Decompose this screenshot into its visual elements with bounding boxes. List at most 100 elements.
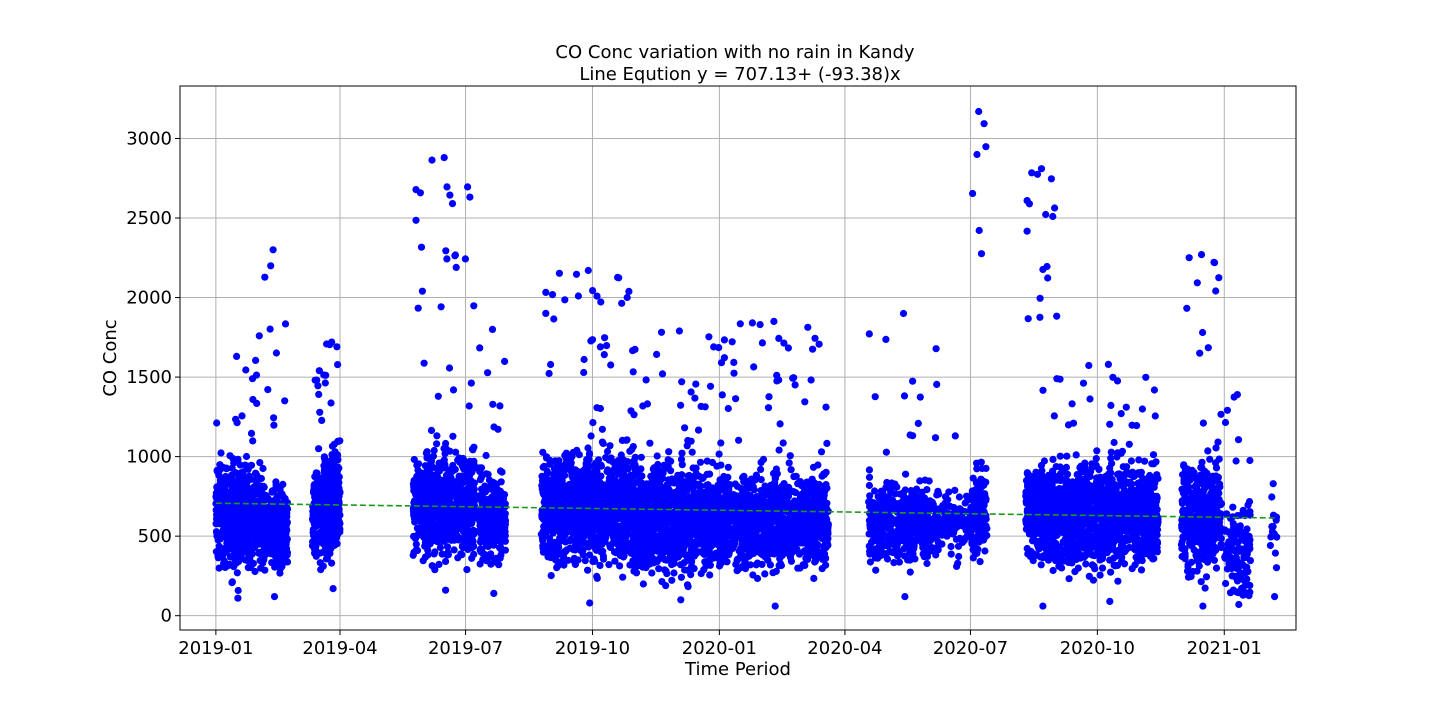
data-point xyxy=(736,320,744,328)
data-point xyxy=(433,470,441,478)
data-point xyxy=(262,524,270,532)
data-point xyxy=(569,516,577,524)
data-point xyxy=(658,370,667,378)
data-point xyxy=(593,467,601,475)
data-point xyxy=(484,369,492,377)
data-point xyxy=(477,512,485,520)
data-point xyxy=(706,554,714,563)
data-point xyxy=(264,506,273,514)
data-point xyxy=(697,402,705,410)
data-point xyxy=(274,539,282,547)
data-point xyxy=(678,461,686,469)
data-point xyxy=(607,361,615,369)
data-point xyxy=(606,519,614,527)
data-point xyxy=(689,464,697,472)
data-point xyxy=(678,536,686,544)
data-point xyxy=(584,456,593,464)
data-point xyxy=(596,506,604,514)
data-point xyxy=(574,532,582,540)
data-point xyxy=(574,292,583,300)
data-point xyxy=(270,421,278,429)
data-point xyxy=(255,499,263,507)
data-point xyxy=(274,545,282,554)
data-point xyxy=(575,496,583,504)
data-point xyxy=(449,432,457,440)
data-point-max xyxy=(488,325,497,333)
data-point xyxy=(822,403,830,411)
data-point xyxy=(631,552,639,560)
data-point xyxy=(683,514,692,522)
data-point xyxy=(259,464,267,473)
data-point xyxy=(672,504,681,512)
data-point xyxy=(235,555,243,564)
data-point-min xyxy=(234,594,242,602)
data-point xyxy=(433,464,441,472)
data-point xyxy=(449,386,458,394)
data-point xyxy=(439,483,447,491)
data-point xyxy=(646,439,654,447)
data-point xyxy=(687,437,695,445)
data-point-max xyxy=(269,246,277,254)
data-point xyxy=(234,518,242,526)
data-point xyxy=(260,533,268,542)
data-point xyxy=(450,546,458,554)
data-point xyxy=(310,518,318,527)
data-point xyxy=(632,511,641,519)
data-point xyxy=(554,539,563,548)
data-point xyxy=(551,523,559,531)
data-point xyxy=(814,461,822,469)
data-point xyxy=(541,489,550,497)
data-point xyxy=(233,419,241,427)
data-point xyxy=(217,449,225,457)
data-point xyxy=(429,499,437,507)
data-point xyxy=(555,548,563,556)
data-point xyxy=(597,298,605,306)
data-point xyxy=(706,571,714,579)
data-point xyxy=(577,485,585,494)
data-point xyxy=(494,516,502,524)
data-point xyxy=(433,440,441,448)
data-point xyxy=(718,391,726,399)
data-point xyxy=(333,464,341,472)
data-point xyxy=(476,521,484,530)
data-point xyxy=(670,569,678,577)
data-point xyxy=(427,426,436,434)
data-point xyxy=(423,468,431,476)
data-point xyxy=(603,342,611,350)
data-point xyxy=(470,302,478,310)
data-point xyxy=(692,380,700,388)
data-point xyxy=(488,485,496,493)
data-point xyxy=(674,471,682,479)
data-point xyxy=(327,399,335,407)
data-point xyxy=(213,419,221,427)
data-point xyxy=(430,446,438,455)
data-point xyxy=(606,488,614,496)
data-point xyxy=(678,449,686,457)
data-point xyxy=(600,351,608,359)
data-point xyxy=(662,567,670,575)
data-point xyxy=(664,463,672,471)
data-point xyxy=(623,492,631,500)
data-point xyxy=(699,525,707,533)
data-point xyxy=(216,461,224,469)
data-point xyxy=(242,452,251,461)
data-point xyxy=(412,540,420,548)
data-point xyxy=(687,388,695,396)
data-point xyxy=(818,565,826,573)
data-point xyxy=(444,494,452,502)
data-point xyxy=(410,487,418,495)
data-point xyxy=(432,477,440,485)
data-point xyxy=(639,580,648,588)
data-point xyxy=(561,296,569,304)
data-point xyxy=(256,459,264,467)
data-point xyxy=(547,572,555,580)
data-point xyxy=(256,489,264,497)
data-point xyxy=(316,559,324,567)
data-point xyxy=(457,550,465,558)
data-point xyxy=(443,183,451,191)
data-point xyxy=(448,200,457,208)
data-point xyxy=(677,573,686,581)
data-point xyxy=(242,544,250,552)
data-point-min xyxy=(270,593,279,601)
data-point xyxy=(680,529,688,537)
